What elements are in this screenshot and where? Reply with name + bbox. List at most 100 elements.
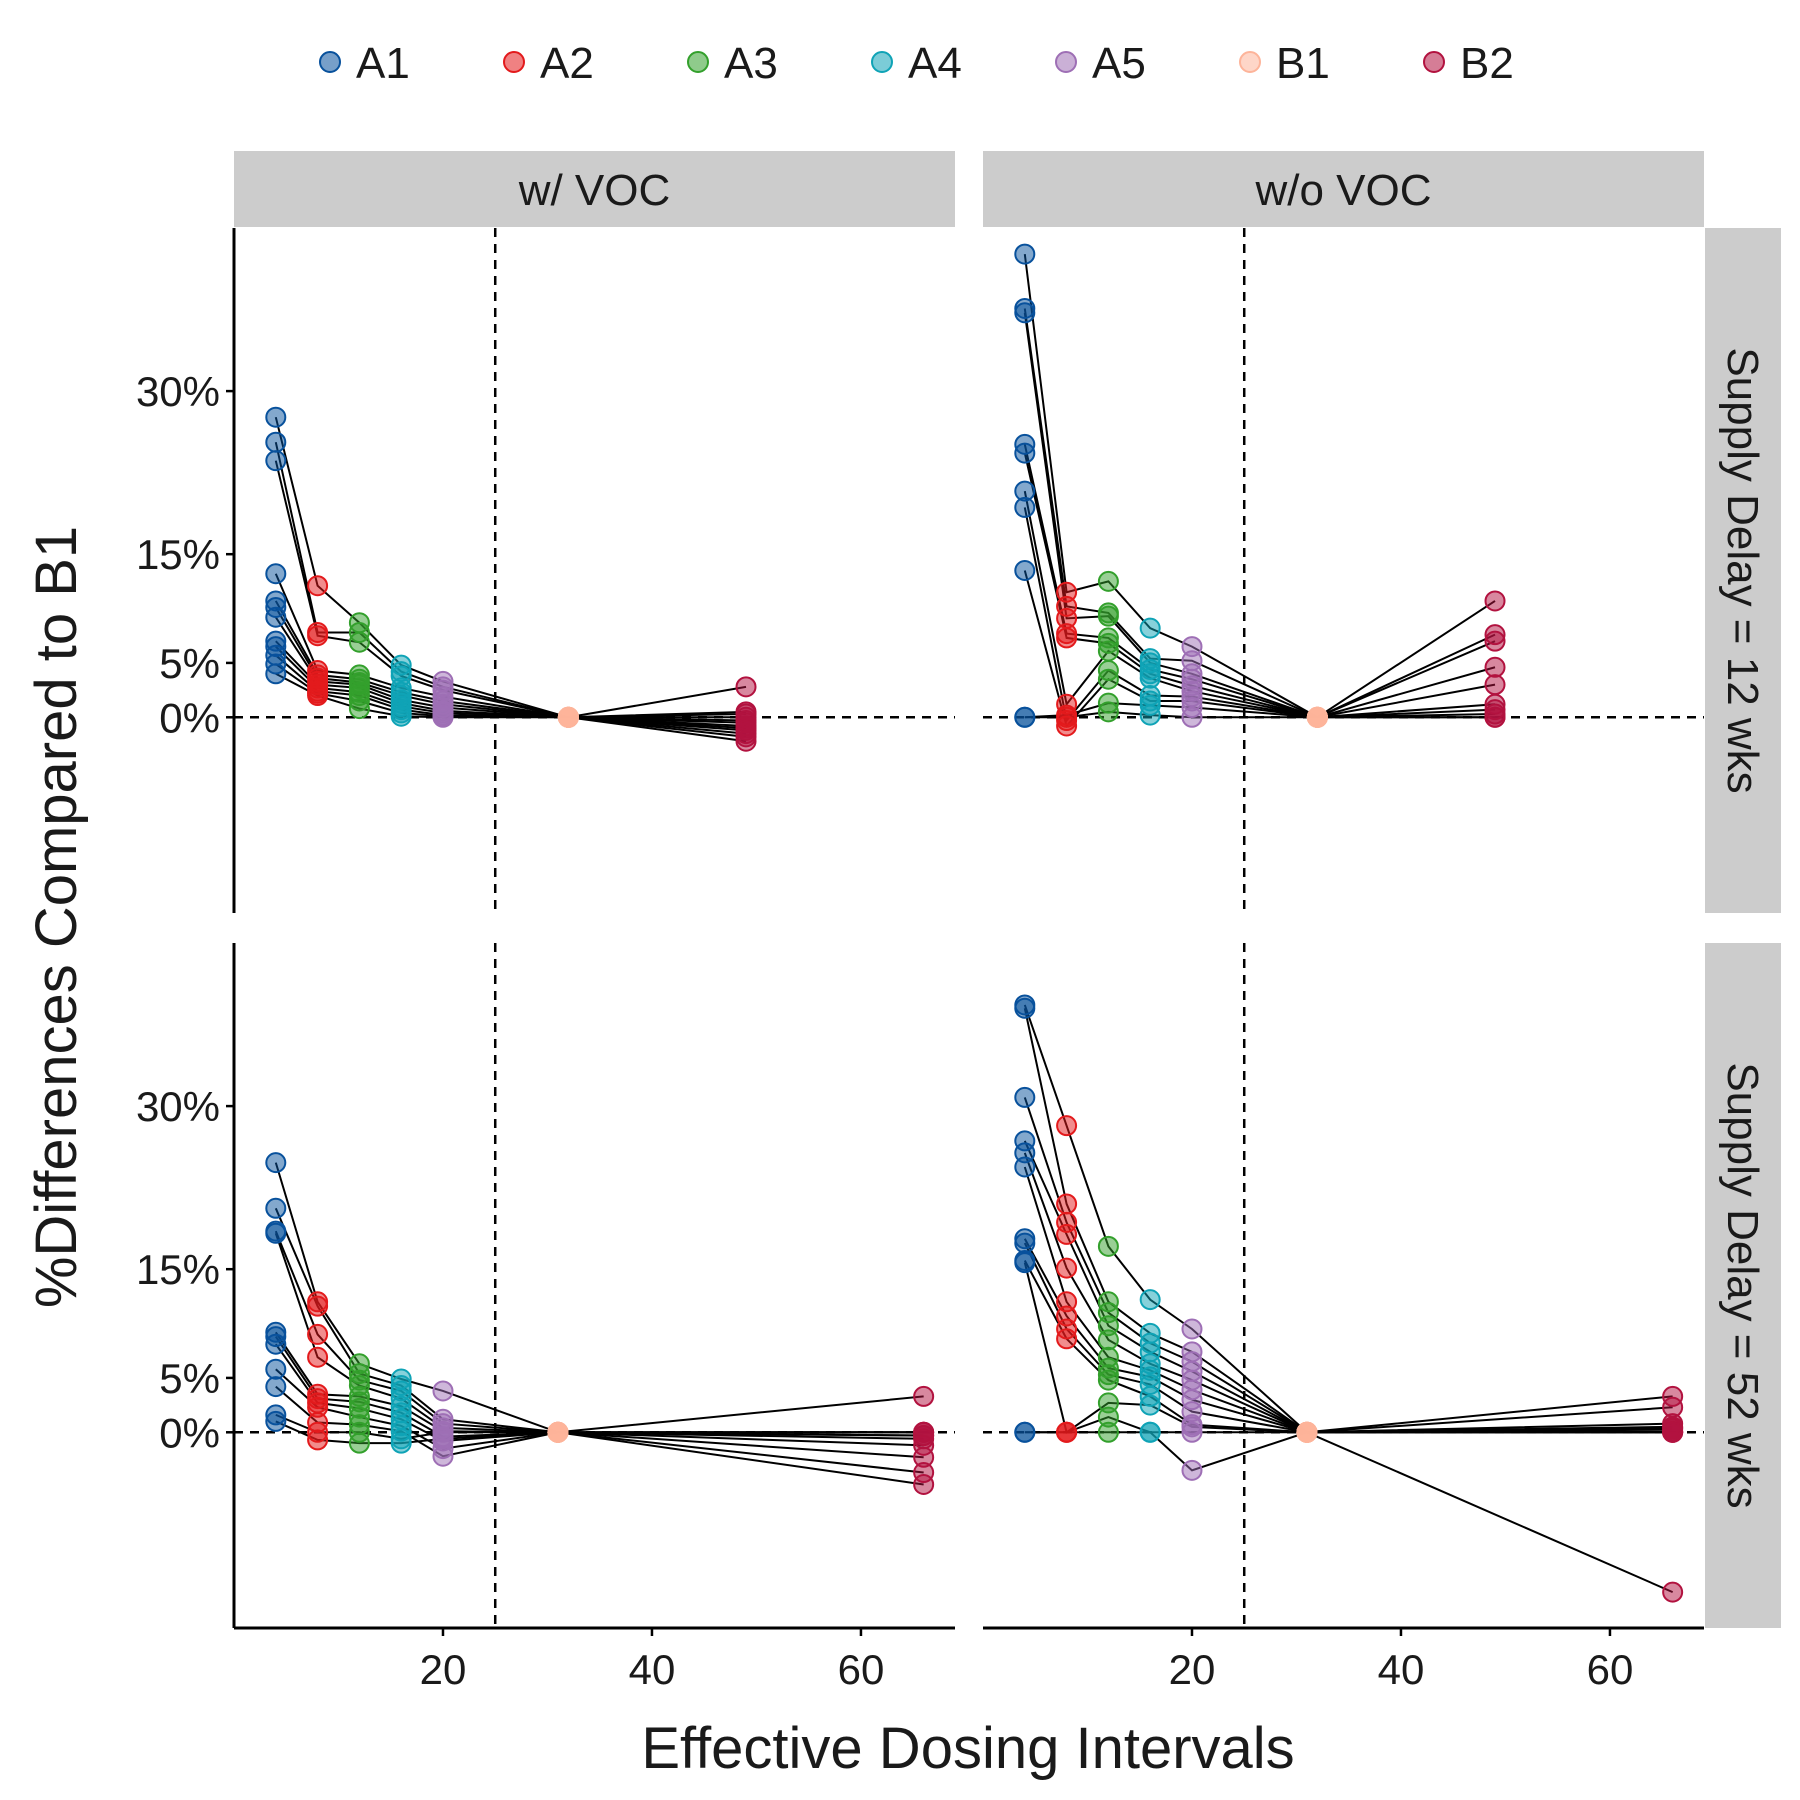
data-point-a5 <box>432 1380 454 1402</box>
legend-key-b1 <box>1239 51 1261 73</box>
row-strips: Supply Delay = 12 wks Supply Delay = 52 w… <box>1705 228 1781 1628</box>
legend-label-b2: B2 <box>1460 39 1514 88</box>
trajectory-line <box>274 1230 924 1440</box>
y-tick-label: 30% <box>136 1083 220 1130</box>
y-tick-label: 15% <box>136 1246 220 1293</box>
legend-key-a3 <box>687 51 709 73</box>
data-point-b2 <box>1484 656 1506 678</box>
trajectory-line <box>1023 1152 1673 1434</box>
data-point-a3 <box>1097 1369 1119 1391</box>
data-point-a1 <box>1014 442 1036 464</box>
data-point-a3 <box>1097 1421 1119 1443</box>
data-point-a1 <box>1014 706 1036 728</box>
column-strip-label: w/ VOC <box>518 166 671 215</box>
data-point-a5 <box>1181 1459 1203 1481</box>
x-tick-label: 40 <box>1378 1646 1425 1693</box>
data-point-a1 <box>1014 243 1036 265</box>
data-point-a1 <box>265 1358 287 1380</box>
trajectory-line <box>274 1162 924 1434</box>
data-point-b1 <box>557 706 579 728</box>
data-point-b2 <box>913 1425 935 1447</box>
x-tick-label: 20 <box>1169 1646 1216 1693</box>
legend-label-a1: A1 <box>356 39 410 88</box>
row-strip <box>1705 228 1781 913</box>
data-point-a2 <box>1056 1223 1078 1245</box>
data-point-a1 <box>265 431 287 453</box>
trajectory-line <box>1023 1140 1673 1434</box>
column-strip <box>234 151 955 227</box>
data-point-a1 <box>1014 1232 1036 1254</box>
data-point-a4 <box>1139 617 1161 639</box>
data-point-a1 <box>265 663 287 685</box>
x-tick-label: 60 <box>1587 1646 1634 1693</box>
y-tick-label: 30% <box>136 368 220 415</box>
data-point-b2 <box>1484 630 1506 652</box>
y-tick-label: 0% <box>159 694 220 741</box>
trajectory-line <box>274 416 747 719</box>
data-point-a3 <box>348 631 370 653</box>
row-strip-label: Supply Delay = 12 wks <box>1718 347 1767 793</box>
data-point-a3 <box>1097 605 1119 627</box>
data-point-a5 <box>1181 1421 1203 1443</box>
data-point-a1 <box>1014 1421 1036 1443</box>
data-point-a5 <box>1181 1318 1203 1340</box>
y-tick-label: 15% <box>136 531 220 578</box>
data-point-a2 <box>307 1346 329 1368</box>
x-tick-label: 20 <box>420 1646 467 1693</box>
data-point-b1 <box>1306 706 1328 728</box>
data-point-a2 <box>1056 1257 1078 1279</box>
x-tick-label: 60 <box>838 1646 885 1693</box>
data-point-b2 <box>913 1473 935 1495</box>
data-point-a2 <box>1056 627 1078 649</box>
y-tick-label: 0% <box>159 1409 220 1456</box>
panel <box>234 943 955 1628</box>
trajectory-line <box>1023 1008 1673 1434</box>
row-strip <box>1705 943 1781 1628</box>
data-point-a5 <box>1181 706 1203 728</box>
trajectory-line <box>1023 308 1496 719</box>
data-point-b2 <box>1484 706 1506 728</box>
legend-key-a5 <box>1055 51 1077 73</box>
trajectory-line <box>274 1232 924 1459</box>
legend-label-a2: A2 <box>540 39 594 88</box>
data-point-a1 <box>1014 997 1036 1019</box>
data-point-a1 <box>1014 496 1036 518</box>
data-point-a1 <box>1014 1252 1036 1274</box>
data-point-a1 <box>265 1410 287 1432</box>
y-tick-label: 5% <box>159 1355 220 1402</box>
data-point-b2 <box>1484 590 1506 612</box>
trajectory-line <box>1023 490 1496 719</box>
data-point-a2 <box>1056 1421 1078 1443</box>
data-point-a3 <box>348 1432 370 1454</box>
data-point-a2 <box>1056 1328 1078 1350</box>
data-point-a4 <box>1139 1421 1161 1443</box>
legend-key-a4 <box>871 51 893 73</box>
legend-label-a5: A5 <box>1092 39 1146 88</box>
data-point-a5 <box>432 706 454 728</box>
data-point-a1 <box>265 450 287 472</box>
data-point-a5 <box>432 1428 454 1450</box>
data-point-a1 <box>265 1376 287 1398</box>
data-point-b2 <box>1484 674 1506 696</box>
data-point-a4 <box>1139 704 1161 726</box>
legend-key-a2 <box>503 51 525 73</box>
legend-label-a4: A4 <box>908 39 962 88</box>
legend-label-b1: B1 <box>1276 39 1330 88</box>
legend-key-b2 <box>1423 51 1445 73</box>
data-point-b2 <box>913 1385 935 1407</box>
data-point-b2 <box>1662 1421 1684 1443</box>
data-point-a2 <box>1056 1193 1078 1215</box>
column-strip <box>983 151 1704 227</box>
data-point-a1 <box>265 563 287 585</box>
data-point-a1 <box>265 1222 287 1244</box>
data-point-a3 <box>1097 1329 1119 1351</box>
data-point-a2 <box>307 575 329 597</box>
panels <box>234 228 1704 1628</box>
legend-key-a1 <box>319 51 341 73</box>
data-point-a1 <box>265 1197 287 1219</box>
data-point-a4 <box>390 1432 412 1454</box>
data-point-b2 <box>735 676 757 698</box>
data-point-a5 <box>432 1445 454 1467</box>
trajectory-line <box>1023 507 1496 723</box>
